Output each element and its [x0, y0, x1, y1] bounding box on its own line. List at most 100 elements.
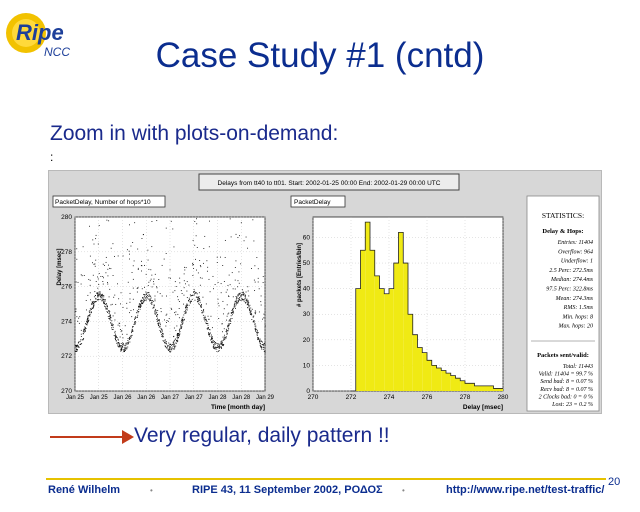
- left-scatter-point: [188, 304, 190, 306]
- left-scatter-point: [215, 347, 217, 349]
- left-scatter-point: [146, 297, 148, 299]
- left-scatter-point: [264, 344, 266, 346]
- left-scatter-point: [134, 222, 136, 224]
- histogram-bar: [355, 288, 361, 391]
- left-scatter-point: [263, 351, 265, 353]
- left-scatter-point: [194, 299, 196, 301]
- histogram-bar: [379, 288, 385, 391]
- left-scatter-point: [178, 335, 180, 337]
- left-scatter-point: [105, 272, 107, 274]
- left-scatter-point: [142, 297, 144, 299]
- left-scatter-point: [183, 318, 185, 320]
- left-scatter-point: [235, 298, 237, 300]
- left-scatter-point: [172, 343, 174, 345]
- left-scatter-point: [107, 268, 109, 270]
- left-scatter-point: [180, 324, 182, 326]
- left-scatter-point: [240, 295, 242, 297]
- left-scatter-point: [212, 340, 214, 342]
- left-scatter-point: [169, 269, 171, 271]
- left-scatter-point: [104, 299, 106, 301]
- left-scatter-point: [151, 274, 153, 276]
- left-scatter-point: [117, 324, 119, 326]
- left-scatter-point: [117, 344, 119, 346]
- left-scatter-point: [166, 295, 168, 297]
- left-scatter-point: [184, 266, 185, 268]
- left-scatter-point: [176, 333, 178, 334]
- left-scatter-point: [211, 339, 213, 341]
- left-scatter-point: [164, 342, 166, 344]
- left-scatter-point: [167, 348, 169, 350]
- left-scatter-point: [101, 300, 103, 302]
- left-scatter-point: [207, 328, 209, 329]
- left-scatter-point: [158, 279, 160, 280]
- left-scatter-point: [147, 298, 149, 300]
- left-y-tick-label: 280: [61, 214, 72, 221]
- left-scatter-point: [84, 330, 86, 332]
- left-scatter-point: [89, 310, 91, 312]
- left-scatter-point: [246, 300, 248, 302]
- left-scatter-point: [223, 339, 225, 341]
- left-scatter-point: [129, 335, 131, 337]
- left-scatter-point: [105, 308, 107, 310]
- left-scatter-point: [91, 307, 93, 309]
- left-scatter-point: [127, 343, 129, 345]
- left-scatter-point: [161, 335, 163, 337]
- left-scatter-point: [161, 334, 162, 336]
- left-scatter-point: [245, 302, 247, 304]
- left-scatter-point: [194, 244, 196, 246]
- left-scatter-point: [75, 308, 77, 310]
- left-scatter-point: [157, 291, 159, 293]
- histogram-bar: [403, 263, 408, 391]
- footer-url[interactable]: http://www.ripe.net/test-traffic/: [446, 484, 605, 496]
- left-scatter-point: [258, 311, 260, 313]
- left-scatter-point: [87, 322, 88, 324]
- left-scatter-point: [209, 336, 211, 337]
- left-scatter-point: [187, 304, 188, 306]
- left-scatter-point: [237, 301, 239, 303]
- left-scatter-point: [126, 302, 128, 304]
- left-scatter-point: [224, 239, 226, 241]
- left-scatter-point: [242, 294, 244, 296]
- left-scatter-point: [221, 323, 223, 325]
- left-scatter-point: [122, 343, 124, 345]
- left-scatter-point: [234, 267, 236, 268]
- left-scatter-point: [237, 300, 239, 302]
- left-scatter-point: [119, 336, 121, 338]
- left-scatter-point: [126, 348, 128, 350]
- left-scatter-point: [106, 304, 108, 306]
- left-scatter-point: [180, 290, 182, 292]
- left-scatter-point: [245, 300, 247, 302]
- histogram-bar: [436, 367, 442, 391]
- left-scatter-point: [181, 322, 183, 324]
- left-scatter-point: [129, 337, 131, 339]
- left-scatter-point: [170, 347, 172, 349]
- left-scatter-point: [195, 292, 197, 294]
- left-scatter-point: [208, 318, 210, 320]
- left-scatter-point: [250, 314, 251, 316]
- left-scatter-point: [96, 293, 98, 295]
- left-scatter-point: [257, 339, 259, 341]
- left-scatter-point: [198, 300, 200, 302]
- left-scatter-point: [186, 307, 188, 309]
- left-scatter-point: [209, 334, 211, 335]
- left-scatter-point: [172, 342, 174, 344]
- left-scatter-point: [220, 283, 222, 285]
- left-scatter-point: [169, 347, 171, 349]
- left-scatter-point: [250, 313, 252, 315]
- left-scatter-point: [142, 301, 144, 303]
- slide-title: Case Study #1 (cntd): [155, 36, 485, 75]
- left-scatter-point: [159, 326, 161, 328]
- left-scatter-point: [95, 298, 97, 300]
- left-scatter-point: [136, 287, 138, 289]
- left-scatter-point: [98, 293, 100, 295]
- left-scatter-point: [159, 330, 161, 331]
- left-scatter-point: [257, 268, 259, 270]
- left-scatter-point: [181, 324, 183, 326]
- left-scatter-point: [115, 303, 117, 305]
- left-scatter-point: [96, 299, 98, 301]
- left-scatter-point: [88, 312, 90, 314]
- left-scatter-point: [237, 237, 239, 239]
- left-scatter-point: [196, 300, 198, 302]
- left-scatter-point: [122, 346, 123, 348]
- left-scatter-point: [109, 316, 111, 318]
